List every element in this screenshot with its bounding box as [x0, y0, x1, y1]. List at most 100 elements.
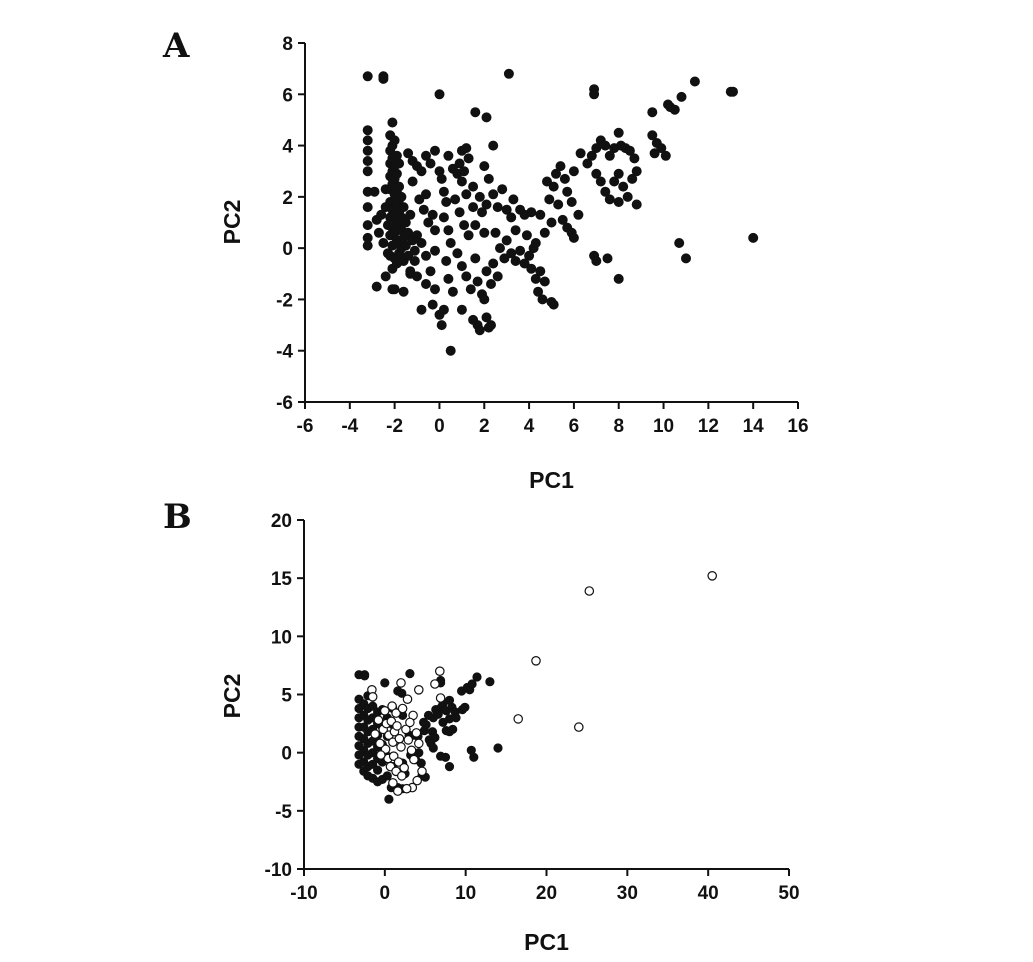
data-point-filled — [459, 220, 470, 231]
data-point-filled — [537, 294, 548, 305]
data-point-filled — [382, 771, 392, 781]
x-tick-label: 14 — [743, 416, 765, 437]
x-tick-label: 8 — [613, 416, 624, 437]
y-tick-label: 15 — [271, 569, 293, 590]
data-point-filled — [362, 155, 373, 166]
data-point-filled — [368, 701, 378, 711]
data-point-filled — [441, 196, 452, 207]
data-point-open — [396, 678, 406, 688]
y-tick-label: 20 — [271, 511, 292, 532]
data-point-filled — [595, 176, 606, 187]
data-point-filled — [539, 227, 550, 238]
data-point-filled — [380, 678, 390, 688]
data-point-filled — [372, 765, 383, 775]
data-point-filled — [427, 299, 438, 310]
data-point-filled — [548, 299, 559, 310]
data-point-filled — [631, 199, 642, 210]
y-tick-label: 5 — [281, 686, 292, 707]
data-point-filled — [510, 225, 521, 236]
data-point-filled — [378, 237, 389, 248]
data-point-open — [401, 783, 412, 794]
data-point-filled — [378, 73, 389, 84]
data-point-filled — [371, 281, 382, 292]
data-point-filled — [403, 250, 414, 261]
data-point-open — [391, 708, 401, 718]
data-point-filled — [400, 217, 411, 228]
data-point-open — [531, 655, 541, 666]
data-point-open — [403, 735, 414, 745]
data-point-filled — [411, 271, 422, 282]
data-point-filled — [460, 702, 470, 712]
data-point-filled — [452, 248, 463, 259]
data-point-filled — [409, 255, 420, 266]
data-point-filled — [602, 253, 613, 264]
x-tick-label: 0 — [380, 883, 391, 904]
data-point-filled — [425, 266, 436, 277]
data-point-filled — [443, 225, 454, 236]
data-point-filled — [494, 243, 505, 254]
data-point-filled — [445, 237, 456, 248]
x-tick-label: 0 — [434, 416, 445, 437]
data-point-filled — [497, 184, 508, 195]
data-point-filled — [474, 191, 485, 202]
y-tick-label: 10 — [271, 627, 292, 648]
data-point-filled — [384, 794, 394, 804]
data-point-filled — [430, 732, 440, 743]
data-point-filled — [461, 271, 472, 282]
data-point-filled — [403, 148, 414, 159]
data-point-open — [399, 762, 409, 773]
data-point-filled — [398, 202, 409, 213]
data-point-filled — [485, 278, 496, 289]
data-point-filled — [463, 153, 474, 164]
data-point-filled — [591, 168, 602, 179]
data-point-filled — [613, 273, 624, 284]
data-point-filled — [461, 143, 472, 154]
data-point-filled — [503, 68, 514, 79]
data-point-filled — [613, 127, 624, 138]
data-point-filled — [461, 189, 472, 200]
data-point-filled — [409, 245, 420, 256]
data-point-open — [394, 733, 405, 744]
data-point-open — [573, 722, 584, 732]
data-point-filled — [362, 166, 373, 177]
data-point-filled — [389, 284, 400, 295]
data-point-filled — [456, 261, 467, 272]
y-tick-label: -10 — [265, 860, 292, 881]
y-tick-label: 0 — [281, 744, 292, 765]
x-tick-label: 4 — [524, 416, 535, 437]
data-point-filled — [631, 166, 642, 177]
data-point-open — [396, 771, 407, 781]
data-point-filled — [362, 202, 373, 213]
y-axis-title: PC2 — [219, 200, 245, 245]
data-point-filled — [423, 217, 434, 228]
data-point-filled — [622, 191, 633, 202]
y-tick-label: 0 — [282, 239, 293, 260]
data-point-filled — [387, 117, 398, 128]
data-point-filled — [501, 204, 512, 215]
data-point-filled — [418, 204, 429, 215]
data-point-filled — [398, 286, 409, 297]
x-tick-label: 30 — [617, 883, 638, 904]
data-point-filled — [362, 220, 373, 231]
data-point-filled — [470, 253, 481, 264]
data-point-filled — [420, 278, 431, 289]
data-point-filled — [488, 258, 499, 269]
data-point-filled — [604, 150, 615, 161]
data-point-open — [413, 738, 424, 749]
data-point-filled — [553, 199, 564, 210]
data-point-filled — [441, 255, 452, 266]
data-point-open — [405, 717, 415, 728]
data-point-filled — [535, 209, 546, 220]
data-point-filled — [463, 230, 474, 241]
data-point-filled — [535, 266, 546, 277]
data-point-filled — [438, 212, 449, 223]
data-point-filled — [362, 125, 373, 136]
data-point-filled — [436, 320, 447, 331]
data-point-open — [417, 766, 427, 777]
data-point-filled — [416, 237, 427, 248]
x-tick-label: 16 — [787, 416, 808, 437]
data-point-filled — [681, 253, 692, 264]
data-point-filled — [591, 255, 602, 266]
data-point-filled — [589, 89, 600, 100]
data-point-filled — [444, 727, 455, 737]
